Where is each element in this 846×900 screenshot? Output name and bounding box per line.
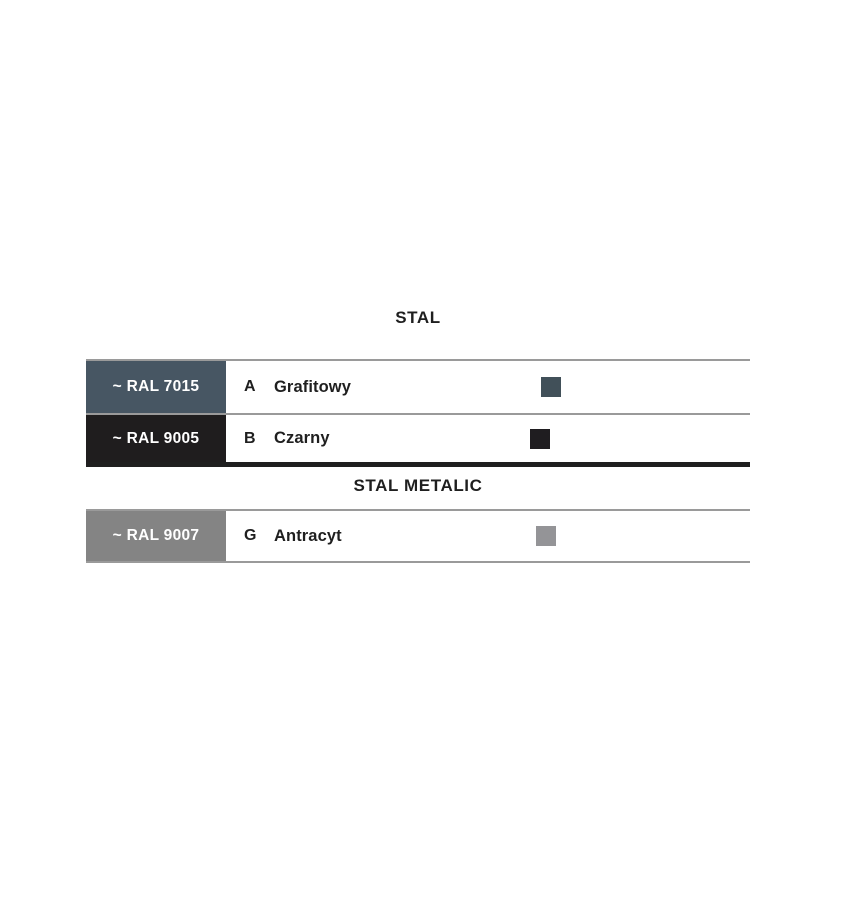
color-code: A <box>244 378 256 395</box>
color-swatch <box>535 526 556 546</box>
row-body: G Antracyt <box>226 511 476 561</box>
swatch-cell <box>481 361 621 413</box>
ral-chip-9005: ~ RAL 9005 <box>86 415 226 462</box>
group-heading-stal-metalic: STAL METALIC <box>353 476 483 495</box>
swatch-cell <box>476 511 616 561</box>
row-spacer <box>621 361 751 413</box>
color-swatch <box>540 377 561 397</box>
table-row[interactable]: ~ RAL 9005 B Czarny <box>86 413 750 467</box>
row-body: A Grafitowy <box>226 361 481 413</box>
ral-chip-9007: ~ RAL 9007 <box>86 511 226 561</box>
ral-chip-7015: ~ RAL 7015 <box>86 361 226 413</box>
color-name: Antracyt <box>274 526 342 545</box>
color-swatch <box>529 428 550 449</box>
table-row[interactable]: ~ RAL 7015 A Grafitowy <box>86 359 750 413</box>
color-name: Grafitowy <box>274 377 351 396</box>
color-code: B <box>244 429 256 447</box>
row-body: B Czarny <box>226 415 470 462</box>
color-name: Czarny <box>274 429 330 447</box>
color-code: G <box>244 527 257 544</box>
swatch-cell <box>470 415 610 462</box>
row-spacer <box>616 511 750 561</box>
color-group-stal: STAL ~ RAL 7015 A Grafitowy ~ RAL 9005 B… <box>86 308 750 467</box>
color-group-stal-metalic: STAL METALIC ~ RAL 9007 G Antracyt <box>86 476 750 563</box>
group-heading-stal: STAL <box>395 308 441 327</box>
row-spacer <box>610 415 750 462</box>
table-row[interactable]: ~ RAL 9007 G Antracyt <box>86 509 750 563</box>
